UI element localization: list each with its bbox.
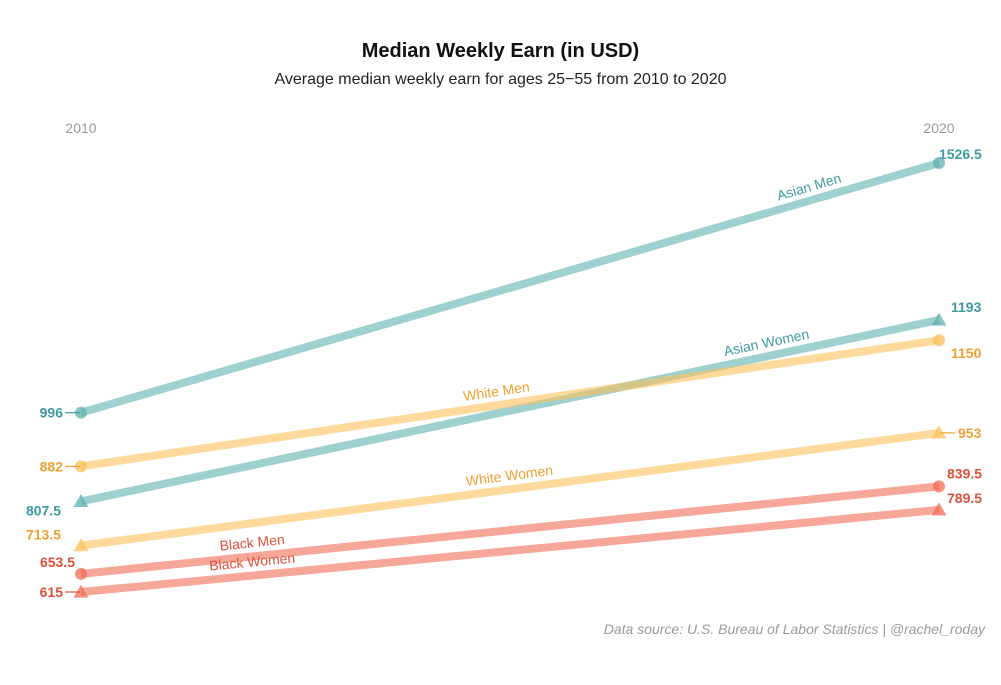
- marker-start-asian-women: [73, 493, 89, 508]
- x-tick-label-2020: 2020: [923, 120, 954, 136]
- series-line-black-women: [80, 505, 940, 596]
- marker-end-white-men: [933, 334, 945, 347]
- series-line-black-men: [80, 482, 940, 578]
- chart-title: Median Weekly Earn (in USD): [361, 40, 640, 62]
- marker-start-asian-men: [75, 406, 87, 419]
- value-label-end-black-women: 789.5: [947, 490, 982, 506]
- value-label-start-asian-women: 807.5: [26, 502, 61, 518]
- data-source-caption: Data source: U.S. Bureau of Labor Statis…: [603, 621, 985, 637]
- value-label-start-asian-men: 996: [40, 405, 64, 421]
- marker-start-white-men: [75, 460, 87, 473]
- marker-end-white-women: [931, 425, 947, 439]
- chart-subtitle: Average median weekly earn for ages 25−5…: [274, 71, 727, 88]
- value-label-start-black-men: 653.5: [40, 554, 75, 570]
- marker-start-black-men: [75, 567, 87, 580]
- marker-end-black-women: [931, 502, 947, 516]
- value-label-start-white-men: 882: [40, 458, 64, 474]
- x-tick-label-2010: 2010: [65, 120, 96, 136]
- series-line-asian-men: [79, 159, 941, 417]
- marker-end-asian-women: [931, 312, 947, 326]
- value-label-end-asian-women: 1193: [951, 299, 982, 315]
- series-line-asian-women: [80, 316, 940, 506]
- value-label-start-black-women: 615: [40, 584, 64, 600]
- marker-end-asian-men: [933, 157, 945, 169]
- series-line-white-women: [80, 428, 940, 550]
- series-line-white-men: [80, 336, 940, 471]
- value-label-end-black-men: 839.5: [947, 465, 982, 481]
- marker-start-black-women: [73, 584, 89, 598]
- marker-start-white-women: [73, 538, 89, 552]
- value-label-end-white-women: 953: [958, 425, 982, 441]
- series-name-label-black-men: Black Men: [219, 531, 286, 554]
- marker-end-black-men: [933, 480, 945, 493]
- value-label-end-white-men: 1150: [951, 345, 982, 361]
- value-label-start-white-women: 713.5: [26, 527, 61, 543]
- value-label-end-asian-men: 1526.5: [939, 146, 982, 162]
